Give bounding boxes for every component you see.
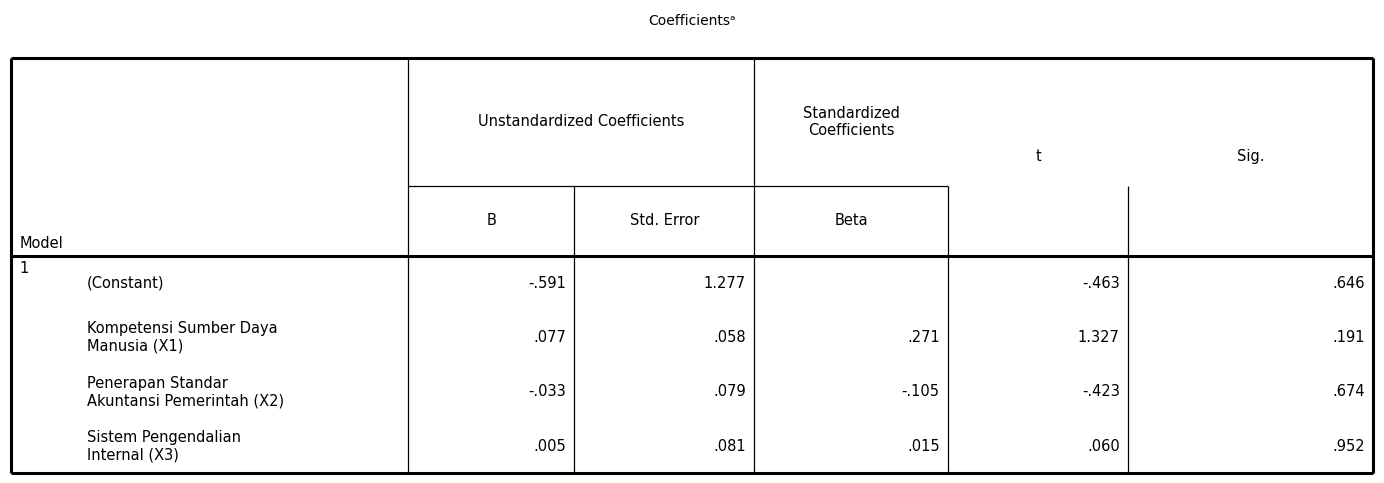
Text: Model: Model	[19, 236, 64, 251]
Text: .015: .015	[907, 439, 940, 454]
Text: .271: .271	[907, 330, 940, 345]
Text: .079: .079	[713, 384, 746, 399]
Text: Standardized
Coefficients: Standardized Coefficients	[803, 106, 900, 138]
Text: -.105: -.105	[902, 384, 940, 399]
Text: B: B	[486, 213, 497, 228]
Text: .646: .646	[1333, 276, 1365, 291]
Text: (Constant): (Constant)	[87, 276, 165, 291]
Text: .081: .081	[713, 439, 746, 454]
Text: 1.277: 1.277	[704, 276, 746, 291]
Text: .005: .005	[533, 439, 566, 454]
Text: .952: .952	[1331, 439, 1365, 454]
Text: Sistem Pengendalian
Internal (X3): Sistem Pengendalian Internal (X3)	[87, 430, 241, 462]
Text: -.423: -.423	[1082, 384, 1120, 399]
Text: Penerapan Standar
Akuntansi Pemerintah (X2): Penerapan Standar Akuntansi Pemerintah (…	[87, 376, 284, 408]
Text: Sig.: Sig.	[1237, 149, 1264, 165]
Text: -.463: -.463	[1082, 276, 1120, 291]
Text: .674: .674	[1331, 384, 1365, 399]
Text: .077: .077	[533, 330, 566, 345]
Text: -.591: -.591	[529, 276, 566, 291]
Text: 1.327: 1.327	[1078, 330, 1120, 345]
Text: t: t	[1035, 149, 1041, 165]
Text: Unstandardized Coefficients: Unstandardized Coefficients	[477, 114, 685, 129]
Text: -.033: -.033	[529, 384, 566, 399]
Text: Kompetensi Sumber Daya
Manusia (X1): Kompetensi Sumber Daya Manusia (X1)	[87, 321, 278, 354]
Text: Beta: Beta	[835, 213, 868, 228]
Text: .060: .060	[1086, 439, 1120, 454]
Text: .058: .058	[713, 330, 746, 345]
Text: Std. Error: Std. Error	[630, 213, 699, 228]
Text: 1: 1	[19, 261, 29, 276]
Text: Coefficientsᵃ: Coefficientsᵃ	[648, 14, 736, 28]
Text: .191: .191	[1333, 330, 1365, 345]
